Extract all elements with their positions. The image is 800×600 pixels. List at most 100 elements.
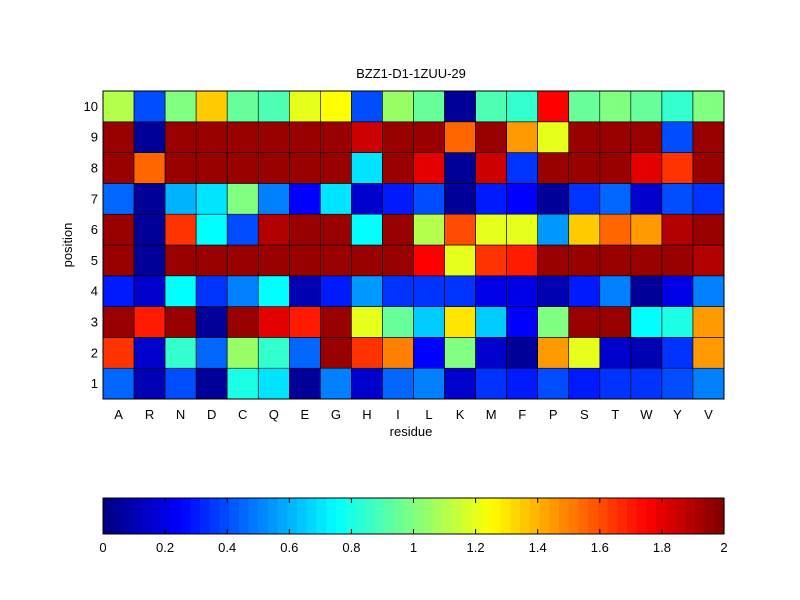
colorbar-segment [306,498,318,534]
heatmap-cell-Q-1 [257,367,290,400]
y-tick-label: 4 [91,284,98,299]
heatmap-cell-T-10 [599,90,632,123]
y-axis-ticks: 1 2 3 4 5 6 7 8 9 10 [84,99,98,391]
heatmap-cell-Y-6 [661,213,694,246]
heatmap-cell-Q-6 [257,213,290,246]
heatmap-cell-I-6 [382,213,414,246]
colorbar-segment [335,498,347,534]
heatmap-cell-R-7 [133,183,166,215]
y-tick-label: 2 [91,345,98,360]
colorbar-segment [326,498,337,534]
colorbar-segment [132,498,143,534]
heatmap-cell-W-2 [630,337,663,369]
heatmap-cell-W-9 [630,121,663,153]
heatmap-cell-C-9 [226,121,259,153]
heatmap-cell-F-2 [506,337,538,369]
heatmap-cell-P-10 [537,90,570,123]
heatmap-cell-I-9 [382,121,414,153]
colorbar-tick-label: 1.2 [467,540,485,555]
heatmap-cell-F-4 [506,275,538,307]
heatmap-cell-M-1 [475,367,507,400]
heatmap-cell-L-8 [413,152,445,184]
heatmap-cell-H-8 [351,152,383,184]
colorbar-segment [364,498,376,534]
heatmap-cell-Q-5 [257,244,290,277]
heatmap-cell-T-3 [599,306,632,338]
heatmap-cell-N-9 [164,121,197,153]
heatmap-cell-G-8 [320,152,352,184]
heatmap-cell-G-6 [320,213,352,246]
x-tick-label: S [580,407,589,422]
heatmap-cell-E-7 [288,183,321,215]
heatmap-cell-Y-9 [661,121,694,153]
heatmap-cell-V-6 [692,213,725,246]
x-tick-label: T [611,407,619,422]
heatmap-cell-L-5 [413,244,445,277]
heatmap-cell-Y-3 [661,306,694,338]
heatmap-cell-K-3 [444,306,476,338]
colorbar-tick-label: 1.6 [591,540,609,555]
colorbar-segment [685,498,696,534]
x-axis-label: residue [390,424,433,439]
heatmap-cell-P-9 [537,121,570,153]
colorbar-segment [646,498,657,534]
heatmap-cell-D-5 [195,244,228,277]
heatmap-cell-H-1 [351,367,383,400]
heatmap-cell-P-3 [537,306,570,338]
heatmap-cell-A-5 [102,244,135,277]
colorbar-segment [500,498,512,534]
heatmap-cell-A-10 [102,90,135,123]
heatmap-cell-N-6 [164,213,197,246]
heatmap-cell-C-4 [226,275,259,307]
heatmap-cell-T-4 [599,275,632,307]
heatmap-cell-A-9 [102,121,135,153]
x-tick-label: M [486,407,497,422]
heatmap-cell-L-9 [413,121,445,153]
heatmap-cell-E-5 [288,244,321,277]
colorbar-segment [520,498,531,534]
heatmap-cell-S-5 [568,244,601,277]
colorbar-segment [452,498,463,534]
heatmap-cell-K-2 [444,337,476,369]
colorbar-segment [209,498,221,534]
heatmap-cell-W-1 [630,367,663,400]
heatmap-cell-M-3 [475,306,507,338]
heatmap-cell-H-7 [351,183,383,215]
heatmap-cell-V-8 [692,152,725,184]
x-tick-label: L [425,407,432,422]
heatmap-cell-R-1 [133,367,166,400]
colorbar-segment [267,498,279,534]
heatmap-cell-P-6 [537,213,570,246]
heatmap-cell-L-2 [413,337,445,369]
heatmap-cell-D-2 [195,337,228,369]
heatmap-cell-V-5 [692,244,725,277]
colorbar-segment [384,498,395,534]
colorbar-segment [559,498,570,534]
colorbar-segment [665,498,677,534]
x-tick-label: A [114,407,123,422]
heatmap-cell-V-2 [692,337,725,369]
heatmap-cell-Y-1 [661,367,694,400]
colorbar-segment [578,498,589,534]
heatmap-cell-Q-9 [257,121,290,153]
heatmap-cell-Q-4 [257,275,290,307]
heatmap-cell-S-10 [568,90,601,123]
colorbar-tick-label: 0.8 [342,540,360,555]
colorbar-segment [403,498,415,534]
colorbar-tick-label: 1.8 [653,540,671,555]
heatmap-cell-E-3 [288,306,321,338]
heatmap-cell-N-1 [164,367,197,400]
x-tick-label: Y [673,407,682,422]
y-tick-label: 10 [84,99,98,114]
heatmap-cell-E-2 [288,337,321,369]
heatmap-cell-H-9 [351,121,383,153]
heatmap-cell-D-9 [195,121,228,153]
colorbar-tick-label: 0.4 [218,540,236,555]
heatmap-cell-Y-5 [661,244,694,277]
colorbar-segment [200,498,211,534]
heatmap-cell-Q-2 [257,337,290,369]
colorbar-segment [297,498,308,534]
heatmap-cell-W-4 [630,275,663,307]
heatmap-cell-D-3 [195,306,228,338]
